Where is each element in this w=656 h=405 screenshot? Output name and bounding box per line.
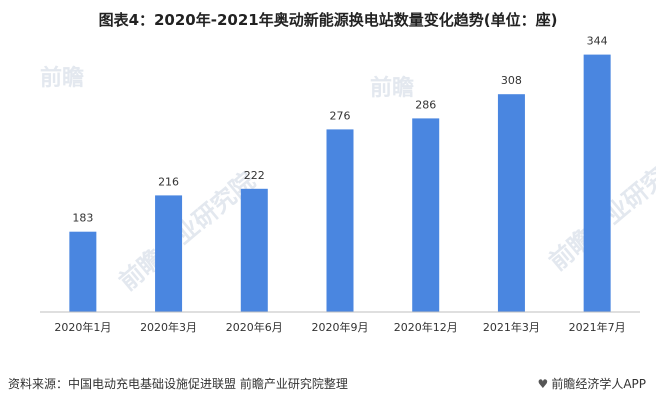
data-label: 216 [158, 175, 179, 188]
source-note: 资料来源：中国电动充电基础设施促进联盟 前瞻产业研究院整理 [8, 377, 348, 391]
x-tick-label: 2020年9月 [312, 320, 369, 334]
data-label: 276 [330, 109, 351, 122]
x-tick-label: 2021年7月 [569, 320, 626, 334]
bar [497, 94, 525, 312]
chart-title: 图表4：2020年-2021年奥动新能源换电站数量变化趋势(单位：座) [98, 11, 558, 29]
bar [69, 231, 97, 312]
brand-footer: ♥ 前瞻经济学人APP [538, 375, 646, 392]
x-tick-label: 2020年6月 [226, 320, 283, 334]
bar [412, 118, 440, 313]
x-tick-label: 2020年3月 [140, 320, 197, 334]
data-label: 308 [501, 74, 522, 87]
data-label: 222 [244, 169, 265, 182]
data-label: 344 [587, 35, 608, 48]
watermark: 前瞻 [370, 76, 415, 101]
bar [240, 188, 268, 312]
x-tick-label: 2021年3月 [483, 320, 540, 334]
x-tick-label: 2020年1月 [54, 320, 111, 334]
qianzhan-logo-icon: ♥ [537, 377, 549, 391]
data-label: 286 [415, 98, 436, 111]
bar [155, 195, 183, 312]
brand-text: 前瞻经济学人APP [551, 377, 646, 391]
x-tick-label: 2020年12月 [394, 320, 458, 334]
watermark: 前瞻 [40, 66, 85, 91]
bar [583, 54, 611, 312]
bar [326, 129, 354, 312]
data-label: 183 [72, 212, 93, 225]
